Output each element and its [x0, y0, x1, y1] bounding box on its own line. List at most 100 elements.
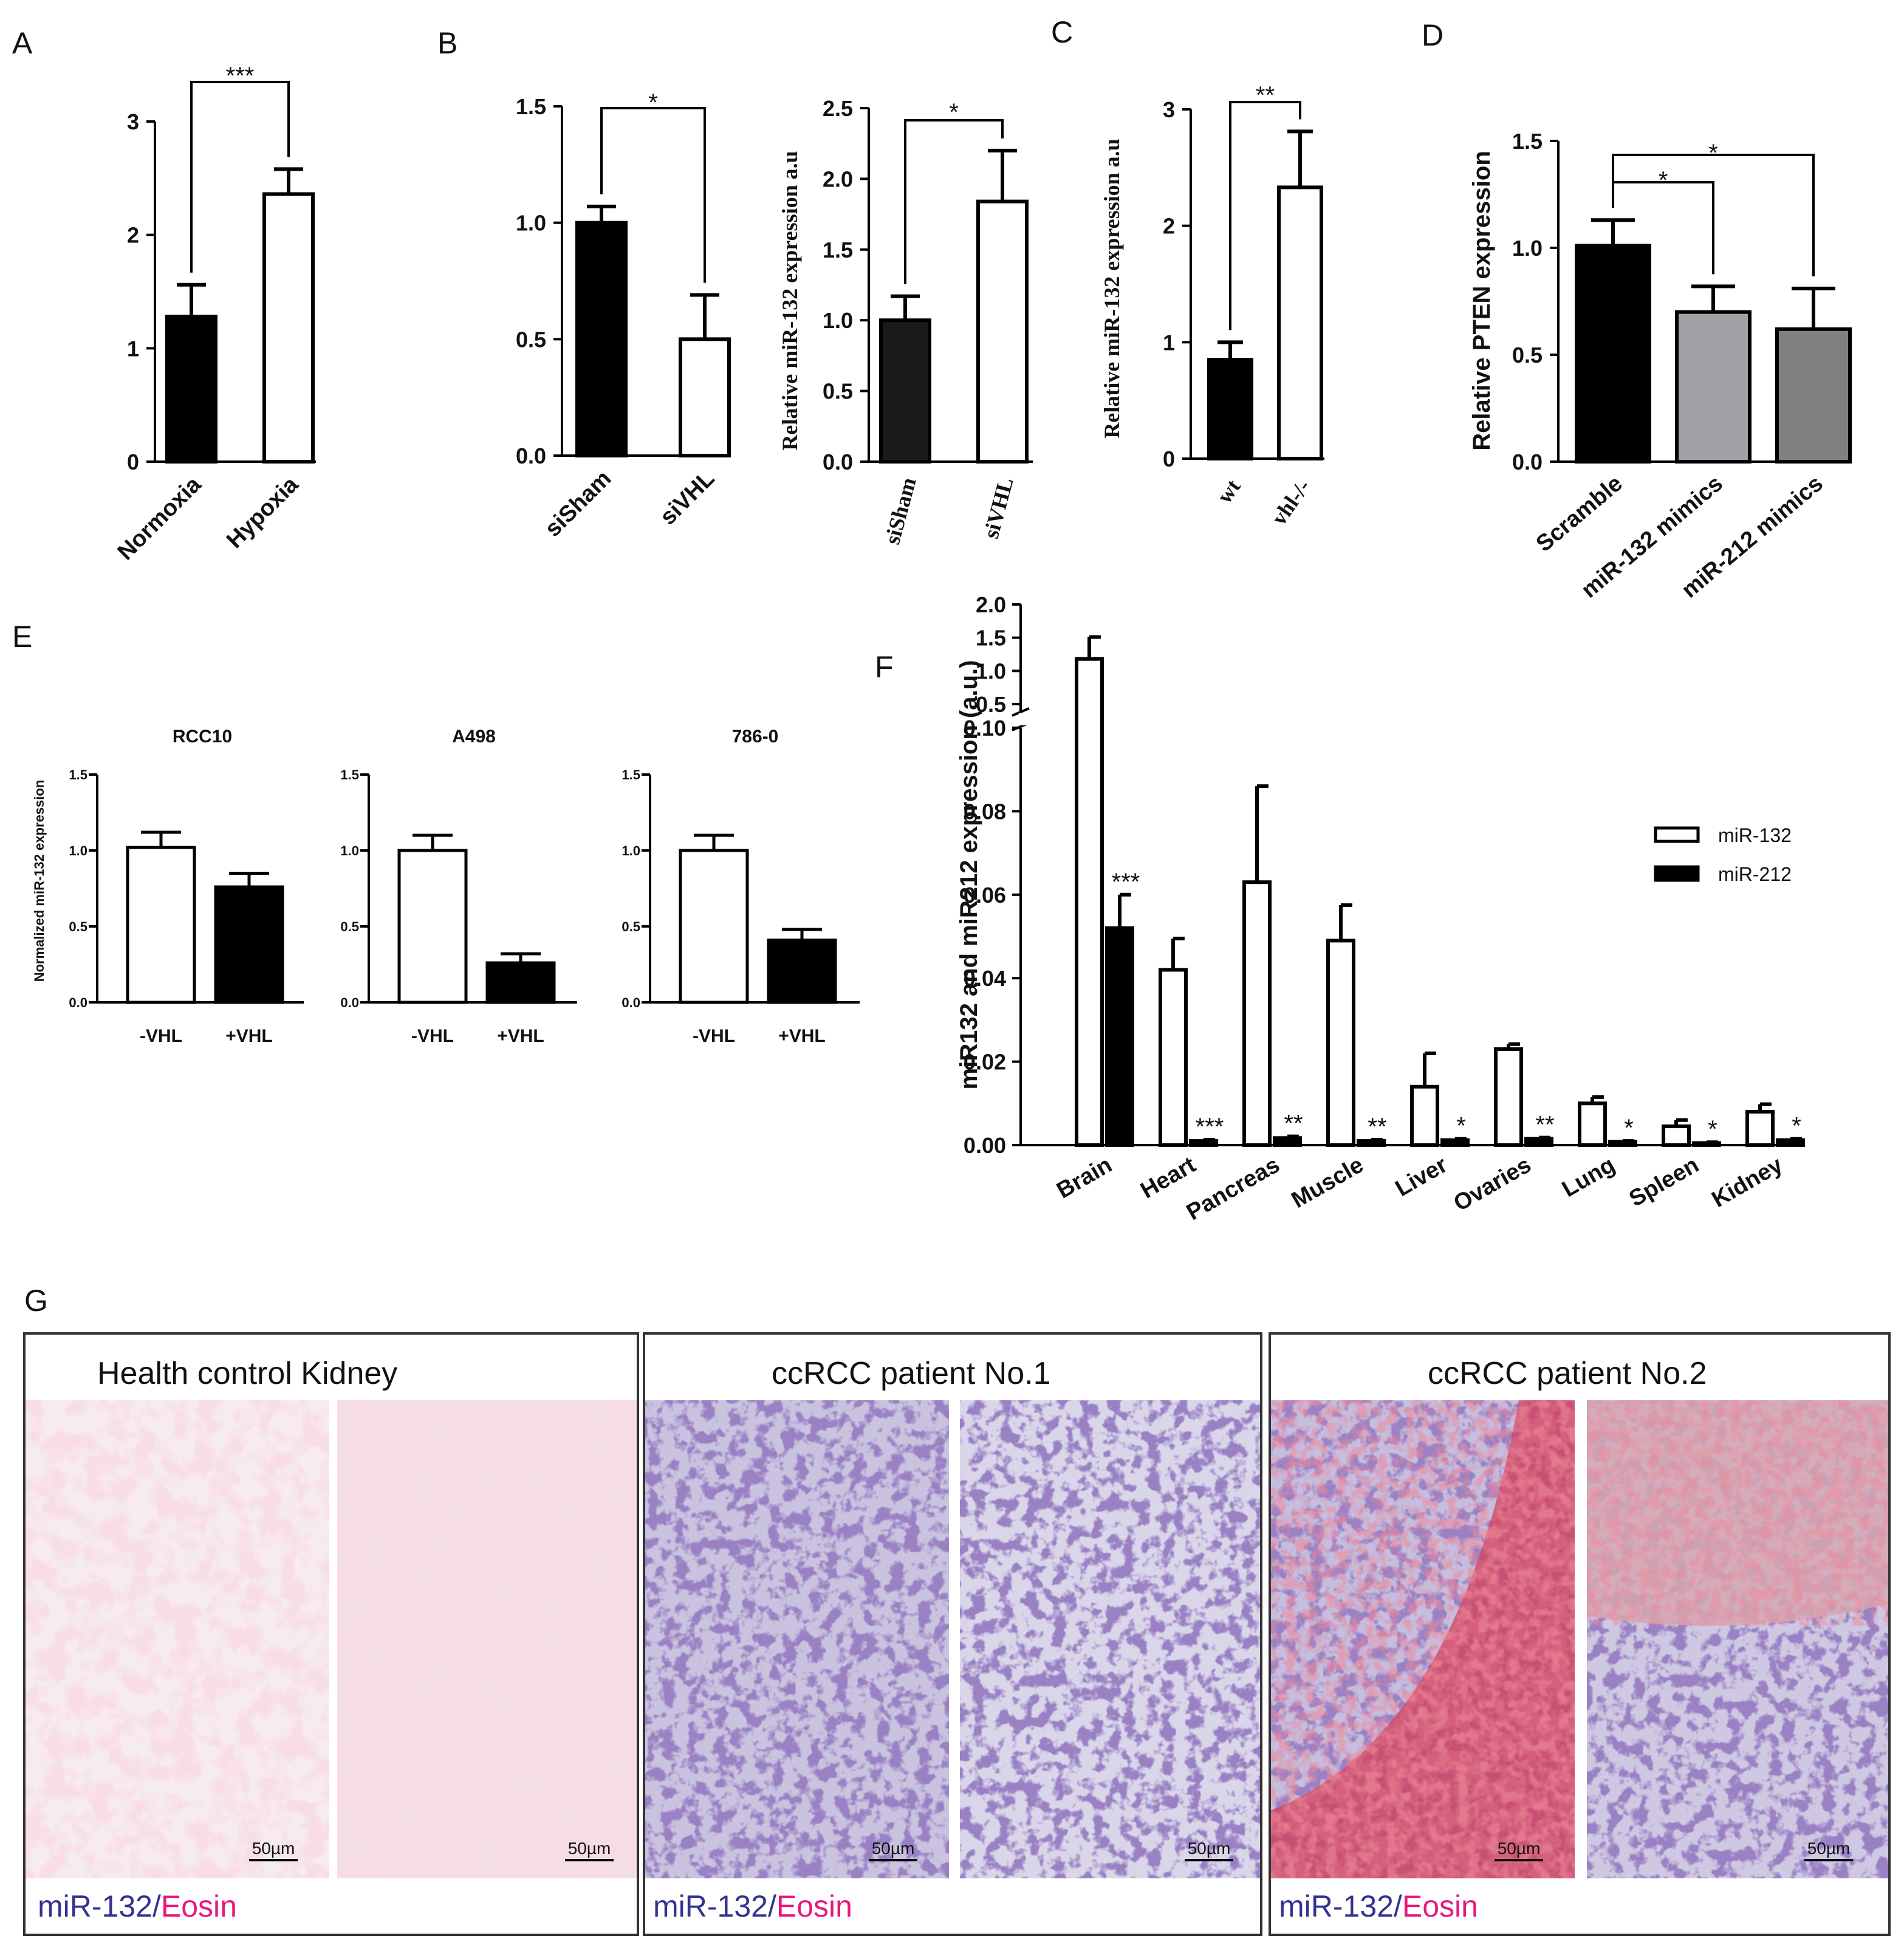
- svg-text:50µm: 50µm: [252, 1839, 295, 1858]
- panel-f-significance-label: **: [1535, 1112, 1554, 1138]
- panel-b2-y-tick-label: 2.5: [823, 96, 853, 121]
- panel-f-bar-mir212: [1357, 1139, 1386, 1148]
- panel-e3-bar: [679, 849, 749, 1004]
- histology-caption-3: miR-132/Eosin: [1279, 1889, 1478, 1923]
- panel-f-bar-mir132: [1159, 968, 1188, 1147]
- panel-d-bar: [1575, 244, 1651, 464]
- histology-image-3b: [1587, 1400, 1888, 1878]
- panel-a-bar: [262, 192, 315, 464]
- panel-f-y-tick-label: 2.0: [976, 592, 1006, 617]
- panel-f-legend: miR-132 miR-212: [1654, 824, 1792, 885]
- panel-d-y-tick-label: 0.0: [1512, 450, 1543, 474]
- panel-d-y-tick-label: 1.5: [1512, 129, 1543, 154]
- panel-b1-category-label: siVHL: [656, 466, 720, 530]
- panel-d-y-tick-label: 1.0: [1512, 236, 1543, 261]
- panel-b2-category-label: siVHL: [979, 475, 1018, 541]
- panel-f-bar-mir132: [1662, 1124, 1691, 1147]
- panel-e1-bar: [126, 846, 196, 1004]
- panel-f-bar-mir212: [1608, 1140, 1637, 1148]
- svg-text:50µm: 50µm: [1498, 1839, 1541, 1858]
- panel-f-significance-label: *: [1792, 1113, 1801, 1140]
- panel-e1-y-tick-label: 1.5: [69, 767, 87, 782]
- panel-e2-bar: [485, 961, 556, 1004]
- panel-b2-significance-bracket: [904, 119, 1004, 284]
- legend-swatch-mir212: [1654, 865, 1700, 882]
- panel-a-significance-label: ***: [226, 63, 255, 89]
- panel-d-significance-label: *: [1659, 167, 1668, 194]
- panel-e2-category-label: +VHL: [497, 1026, 544, 1046]
- legend-label-mir132: miR-132: [1718, 824, 1792, 846]
- panel-d-y-tick-label: 0.5: [1512, 343, 1543, 368]
- panel-f-y-tick-label: 0.5: [976, 692, 1006, 717]
- panel-b1-y-tick-label: 1.0: [516, 211, 546, 236]
- histology-panel-1-frame: [23, 1332, 639, 1936]
- panel-e1-bar: [214, 885, 284, 1004]
- histology-panel-3-title: ccRCC patient No.2: [1428, 1356, 1707, 1391]
- panel-f-y-tick-label: 0.04: [964, 966, 1006, 991]
- panel-b1-y-tick-label: 0.5: [516, 327, 546, 352]
- panel-e2-y-tick-label: 0.0: [340, 995, 359, 1010]
- panel-f-significance-label: *: [1708, 1116, 1717, 1143]
- panel-f-bar-mir132: [1410, 1084, 1439, 1147]
- panel-e3-category-label: -VHL: [693, 1026, 735, 1046]
- panel-b1-category-label: siSham: [540, 466, 616, 542]
- panel-a-y-tick-label: 1: [127, 336, 139, 361]
- panel-e2-bar: [397, 849, 468, 1004]
- panel-e2-y-tick-label: 1.0: [340, 843, 359, 858]
- panel-label-b: B: [437, 26, 457, 60]
- panel-b1-significance-bracket: [600, 107, 706, 283]
- scale-bar-2b: 50µm: [1185, 1839, 1233, 1861]
- panel-a-category-label: Hypoxia: [222, 471, 304, 553]
- histology-image-2a: [645, 1400, 949, 1878]
- panel-f-category-label: Pancreas: [1182, 1152, 1284, 1225]
- panel-f-category-label: Kidney: [1708, 1152, 1787, 1213]
- panel-d-bar: [1775, 327, 1852, 464]
- panel-f-bar-mir132: [1242, 880, 1272, 1147]
- panel-c-significance-label: **: [1256, 82, 1275, 109]
- panel-f-y-tick-label: 0.06: [964, 883, 1006, 908]
- panel-label-c: C: [1051, 15, 1073, 49]
- panel-c-y-tick-label: 1: [1163, 330, 1175, 355]
- histology-image-2b: [960, 1400, 1260, 1878]
- panel-e2-y-tick-label: 0.5: [340, 919, 359, 934]
- panel-f-significance-label: *: [1624, 1115, 1634, 1141]
- panel-e1-title: RCC10: [173, 727, 232, 747]
- panel-e2-y-tick-label: 1.5: [340, 767, 359, 782]
- panel-e3-title: 786-0: [732, 727, 779, 747]
- panel-c-y-title: Relative miR-132 expression a.u: [1100, 139, 1124, 438]
- panel-label-a: A: [12, 26, 33, 60]
- panel-b1-y-tick-label: 1.5: [516, 94, 546, 119]
- histology-panel-3-frame: [1269, 1332, 1891, 1936]
- histology-image-3a: [1271, 1400, 1575, 1878]
- panel-f-y-tick-label: 1.5: [976, 626, 1006, 651]
- panel-f-bar-mir212: [1105, 926, 1134, 1147]
- panel-c-y-tick-label: 2: [1163, 214, 1175, 239]
- panel-f-axis-break: [1012, 707, 1030, 717]
- histology-panel-2-frame: [643, 1332, 1262, 1936]
- panel-b2-y-tick-label: 1.0: [823, 308, 853, 333]
- panel-c-significance-bracket: [1229, 101, 1301, 330]
- panel-label-d: D: [1422, 18, 1443, 52]
- scale-bar-2a: 50µm: [869, 1839, 917, 1861]
- panel-b2-y-tick-label: 1.5: [823, 238, 853, 262]
- panel-f-y-tick-label: 0.02: [964, 1050, 1006, 1075]
- panel-e2-category-label: -VHL: [411, 1026, 454, 1046]
- panel-f-category-label: Brain: [1052, 1152, 1116, 1203]
- panel-b2-bar: [976, 199, 1029, 464]
- panel-f-bar-mir132: [1745, 1110, 1775, 1148]
- panel-e1-y-tick-label: 1.0: [69, 843, 87, 858]
- panel-b1-significance-label: *: [648, 89, 658, 116]
- panel-f-bar-mir212: [1776, 1138, 1805, 1147]
- panel-f-bar-mir212: [1524, 1137, 1553, 1147]
- panel-a-y-tick-label: 3: [127, 109, 139, 134]
- panel-e3-bar: [767, 939, 837, 1004]
- panel-f-category-label: Ovaries: [1450, 1152, 1536, 1216]
- histology-caption-2: miR-132/Eosin: [653, 1889, 852, 1923]
- panel-e1-category-label: -VHL: [140, 1026, 182, 1046]
- panel-e3-category-label: +VHL: [778, 1026, 826, 1046]
- panel-d-significance-bracket: [1612, 154, 1815, 276]
- panel-e1-y-tick-label: 0.5: [69, 919, 87, 934]
- panel-b1-y-tick-label: 0.0: [516, 443, 546, 468]
- scale-bar-1b: 50µm: [565, 1839, 614, 1861]
- panel-e-y-title: Normalized miR-132 expression: [32, 780, 47, 982]
